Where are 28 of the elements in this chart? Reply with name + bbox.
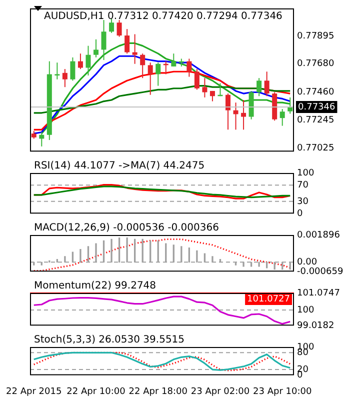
y-tick-label: 0.77025 [297, 144, 334, 154]
y-tick-label: 30 [297, 196, 309, 207]
x-tick-label: 22 Apr 2015 [6, 386, 62, 397]
ref-line-label: 101.0727 [247, 294, 290, 304]
chart-title: MACD(12,26,9) -0.000536 -0.000366 [34, 222, 219, 234]
y-tick-label: 80 [297, 348, 309, 358]
x-tick-label: 22 Apr 10:00 [66, 386, 126, 397]
x-tick-label: 22 Apr 18:00 [128, 386, 188, 397]
y-tick-label: 0.77245 [297, 115, 334, 126]
chart-title: RSI(14) 44.1077 ->MA(7) 44.2475 [34, 160, 205, 172]
chart-title: Momentum(22) 99.2748 [34, 280, 156, 292]
y-tick-label: 101.0747 [297, 288, 340, 298]
ref-line-label: 0.77346 [298, 102, 336, 112]
y-tick-label: 100 [297, 305, 314, 316]
y-tick-label: 0.77460 [297, 88, 334, 98]
x-tick-label: 23 Apr 02:00 [190, 386, 250, 397]
y-tick-label: -0.000659 [297, 266, 344, 277]
x-tick-label: 23 Apr 10:00 [253, 386, 312, 397]
y-tick-label: 0.00 [297, 258, 318, 268]
y-tick-label: 0.001896 [297, 230, 340, 240]
y-tick-label: 70 [297, 180, 309, 191]
y-tick-label: 99.0182 [297, 320, 334, 331]
y-tick-label: 0 [297, 208, 303, 219]
chart-title: Stoch(5,3,3) 26.0530 39.5515 [34, 334, 185, 346]
y-tick-label: 0.77895 [297, 31, 334, 42]
chart-title: AUDUSD,H1 0.77312 0.77420 0.77294 0.77346 [44, 10, 282, 22]
y-tick-label: 100 [297, 168, 314, 178]
y-tick-label: 0.77680 [297, 59, 334, 70]
